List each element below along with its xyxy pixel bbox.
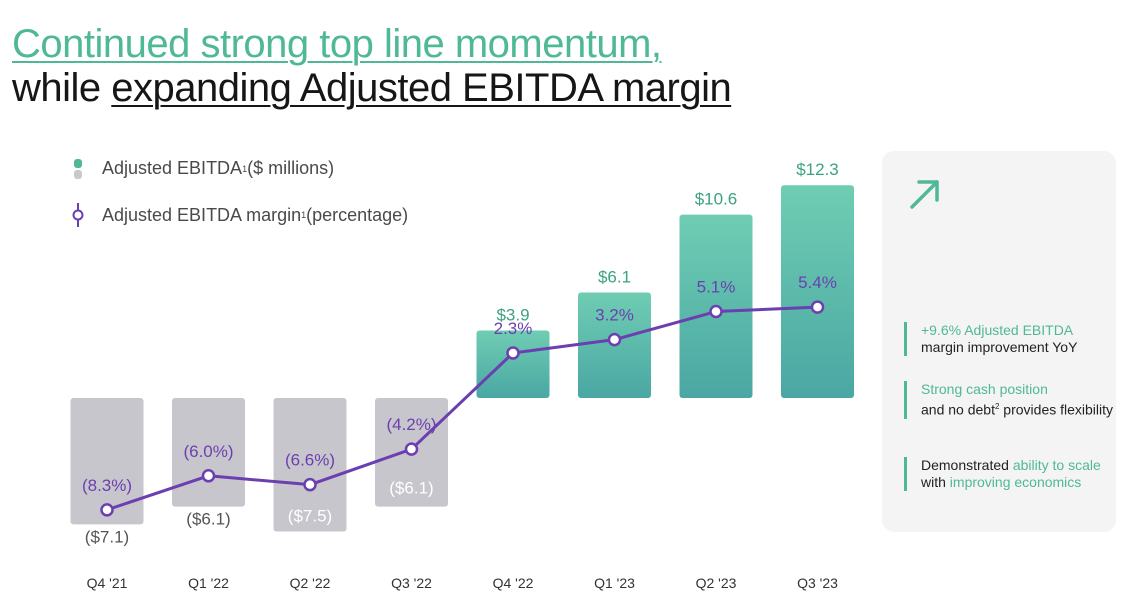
highlight-3-green-1: ability to scale bbox=[1012, 457, 1101, 473]
highlight-margin-improvement: +9.6% Adjusted EBITDA margin improvement… bbox=[904, 322, 1121, 356]
legend-bars-footnote: 1 bbox=[242, 163, 248, 174]
line-marker-icon bbox=[72, 203, 84, 227]
x-axis-label-4: Q4 '22 bbox=[493, 575, 534, 591]
legend-line-unit: (percentage) bbox=[306, 204, 409, 225]
bar-value-label-5: $6.1 bbox=[598, 267, 631, 286]
x-axis-label-7: Q3 '23 bbox=[797, 575, 838, 591]
highlight-2-rest-a: and no debt bbox=[921, 401, 995, 418]
highlight-2-green: Strong cash position bbox=[921, 381, 1048, 397]
title-line-2-underlined: expanding Adjusted EBITDA margin bbox=[111, 66, 732, 110]
x-axis-label-3: Q3 '22 bbox=[391, 575, 432, 591]
bar-value-label-3: ($6.1) bbox=[389, 479, 433, 498]
highlight-2-footnote: 2 bbox=[994, 402, 1000, 411]
legend-line-footnote: 1 bbox=[301, 210, 307, 220]
bar-0 bbox=[70, 398, 144, 525]
title-line-1: Continued strong top line momentum, bbox=[12, 22, 662, 66]
x-axis-label-5: Q1 '23 bbox=[594, 575, 635, 591]
margin-value-label-0: (8.3%) bbox=[82, 476, 132, 495]
bar-1 bbox=[172, 398, 245, 507]
legend-line-label: Adjusted EBITDA margin bbox=[102, 204, 302, 225]
margin-point-5 bbox=[607, 332, 622, 347]
legend-line: Adjusted EBITDA margin 1 (percentage) bbox=[72, 203, 408, 227]
highlight-3-b: with bbox=[921, 474, 950, 490]
x-axis-label-0: Q4 '21 bbox=[87, 575, 128, 591]
title-line-2-prefix: while bbox=[12, 66, 112, 110]
margin-point-1 bbox=[201, 469, 216, 483]
bar-2 bbox=[273, 398, 347, 532]
margin-value-label-2: (6.6%) bbox=[285, 451, 335, 470]
margin-point-6 bbox=[709, 304, 723, 319]
margin-value-label-6: 5.1% bbox=[697, 278, 736, 297]
margin-point-0 bbox=[100, 503, 114, 517]
margin-point-7 bbox=[810, 300, 825, 314]
ebitda-chart: ($7.1) ($6.1) ($7.5) ($6.1) $3.9 $6.1 $10.6 $12… bbox=[70, 160, 854, 591]
bar-4 bbox=[476, 330, 550, 398]
margin-point-4 bbox=[506, 346, 520, 360]
highlight-cash-position: Strong cash position and no debt2 provid… bbox=[904, 381, 1121, 419]
highlight-1-green: +9.6% Adjusted EBITDA bbox=[921, 322, 1074, 338]
trend-up-arrow-icon bbox=[910, 180, 939, 209]
highlight-1-rest: margin improvement YoY bbox=[921, 339, 1078, 355]
margin-point-2 bbox=[303, 477, 317, 492]
page-title: Continued strong top line momentum, whil… bbox=[12, 22, 732, 110]
bar-value-label-2: ($7.5) bbox=[288, 507, 332, 526]
bar-7 bbox=[781, 185, 854, 398]
legend-bars-label: Adjusted EBITDA bbox=[102, 158, 243, 178]
legend-bars-unit: ($ millions) bbox=[247, 158, 335, 178]
margin-value-label-5: 3.2% bbox=[595, 306, 634, 325]
highlight-3-a: Demonstrated bbox=[921, 457, 1013, 473]
margin-value-label-3: (4.2%) bbox=[386, 415, 436, 434]
highlights-panel: +9.6% Adjusted EBITDA margin improvement… bbox=[882, 151, 1116, 532]
x-axis-label-6: Q2 '23 bbox=[696, 575, 737, 591]
legend-bars: Adjusted EBITDA 1 ($ millions) bbox=[72, 158, 334, 179]
bar-value-label-6: $10.6 bbox=[695, 190, 738, 209]
margin-point-3 bbox=[404, 442, 419, 456]
bar-swatch-icon bbox=[72, 158, 84, 179]
margin-value-label-7: 5.4% bbox=[798, 273, 837, 292]
bar-value-label-0: ($7.1) bbox=[85, 527, 129, 546]
margin-value-label-1: (6.0%) bbox=[183, 442, 233, 461]
bar-value-label-7: $12.3 bbox=[796, 160, 839, 179]
highlight-ability-to-scale: Demonstrated ability to scale with impro… bbox=[904, 457, 1121, 491]
title-line-2: while expanding Adjusted EBITDA margin bbox=[12, 66, 732, 110]
bar-value-label-4: $3.9 bbox=[496, 306, 529, 325]
margin-value-label-4: 2.3% bbox=[494, 319, 533, 338]
margin-line bbox=[106, 305, 818, 512]
bar-value-label-1: ($6.1) bbox=[186, 510, 230, 529]
highlight-3-green-2: improving economics bbox=[949, 474, 1082, 490]
highlight-2-rest-b: provides flexibility bbox=[999, 401, 1114, 418]
x-axis-label-1: Q1 '22 bbox=[188, 575, 229, 591]
x-axis-label-2: Q2 '22 bbox=[290, 575, 331, 591]
